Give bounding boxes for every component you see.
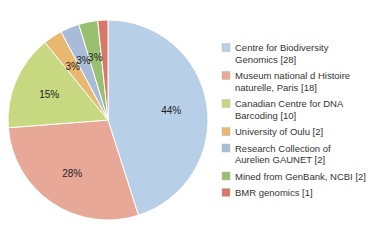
legend-label: Research Collection ofAurelien GAUNET [2… [235,143,331,166]
data-label: 15% [39,89,59,100]
data-label: 44% [161,105,181,116]
legend-swatch [222,189,230,197]
legend-swatch [222,144,230,152]
legend-swatch [222,44,230,52]
pie-slice [98,20,108,120]
pie-slice [79,21,108,120]
legend-swatch [222,172,230,180]
chart-container: 44%28%15%3%3%3%Centre for BiodiversityGe… [0,0,380,240]
legend-label: Centre for BiodiversityGenomics [28] [235,42,329,65]
legend-label: Mined from GenBank, NCBI [2] [235,171,366,182]
legend-label: University of Oulu [2] [235,126,323,137]
legend-swatch [222,72,230,80]
legend-label: Museum national d Histoirenaturelle, Par… [235,70,350,93]
slices [8,20,208,220]
chart: 44%28%15%3%3%3%Centre for BiodiversityGe… [0,0,380,240]
legend-label: Canadian Centre for DNABarcoding [10] [235,98,344,121]
data-label: 28% [62,168,82,179]
legend-swatch [222,100,230,108]
legend-label: BMR genomics [1] [235,187,313,198]
data-labels: 44%28%15%3%3%3% [39,52,181,179]
legend-swatch [222,128,230,136]
pie-slice [8,120,138,220]
legend: Centre for BiodiversityGenomics [28] Muse… [222,42,366,198]
data-label: 3% [88,52,103,63]
